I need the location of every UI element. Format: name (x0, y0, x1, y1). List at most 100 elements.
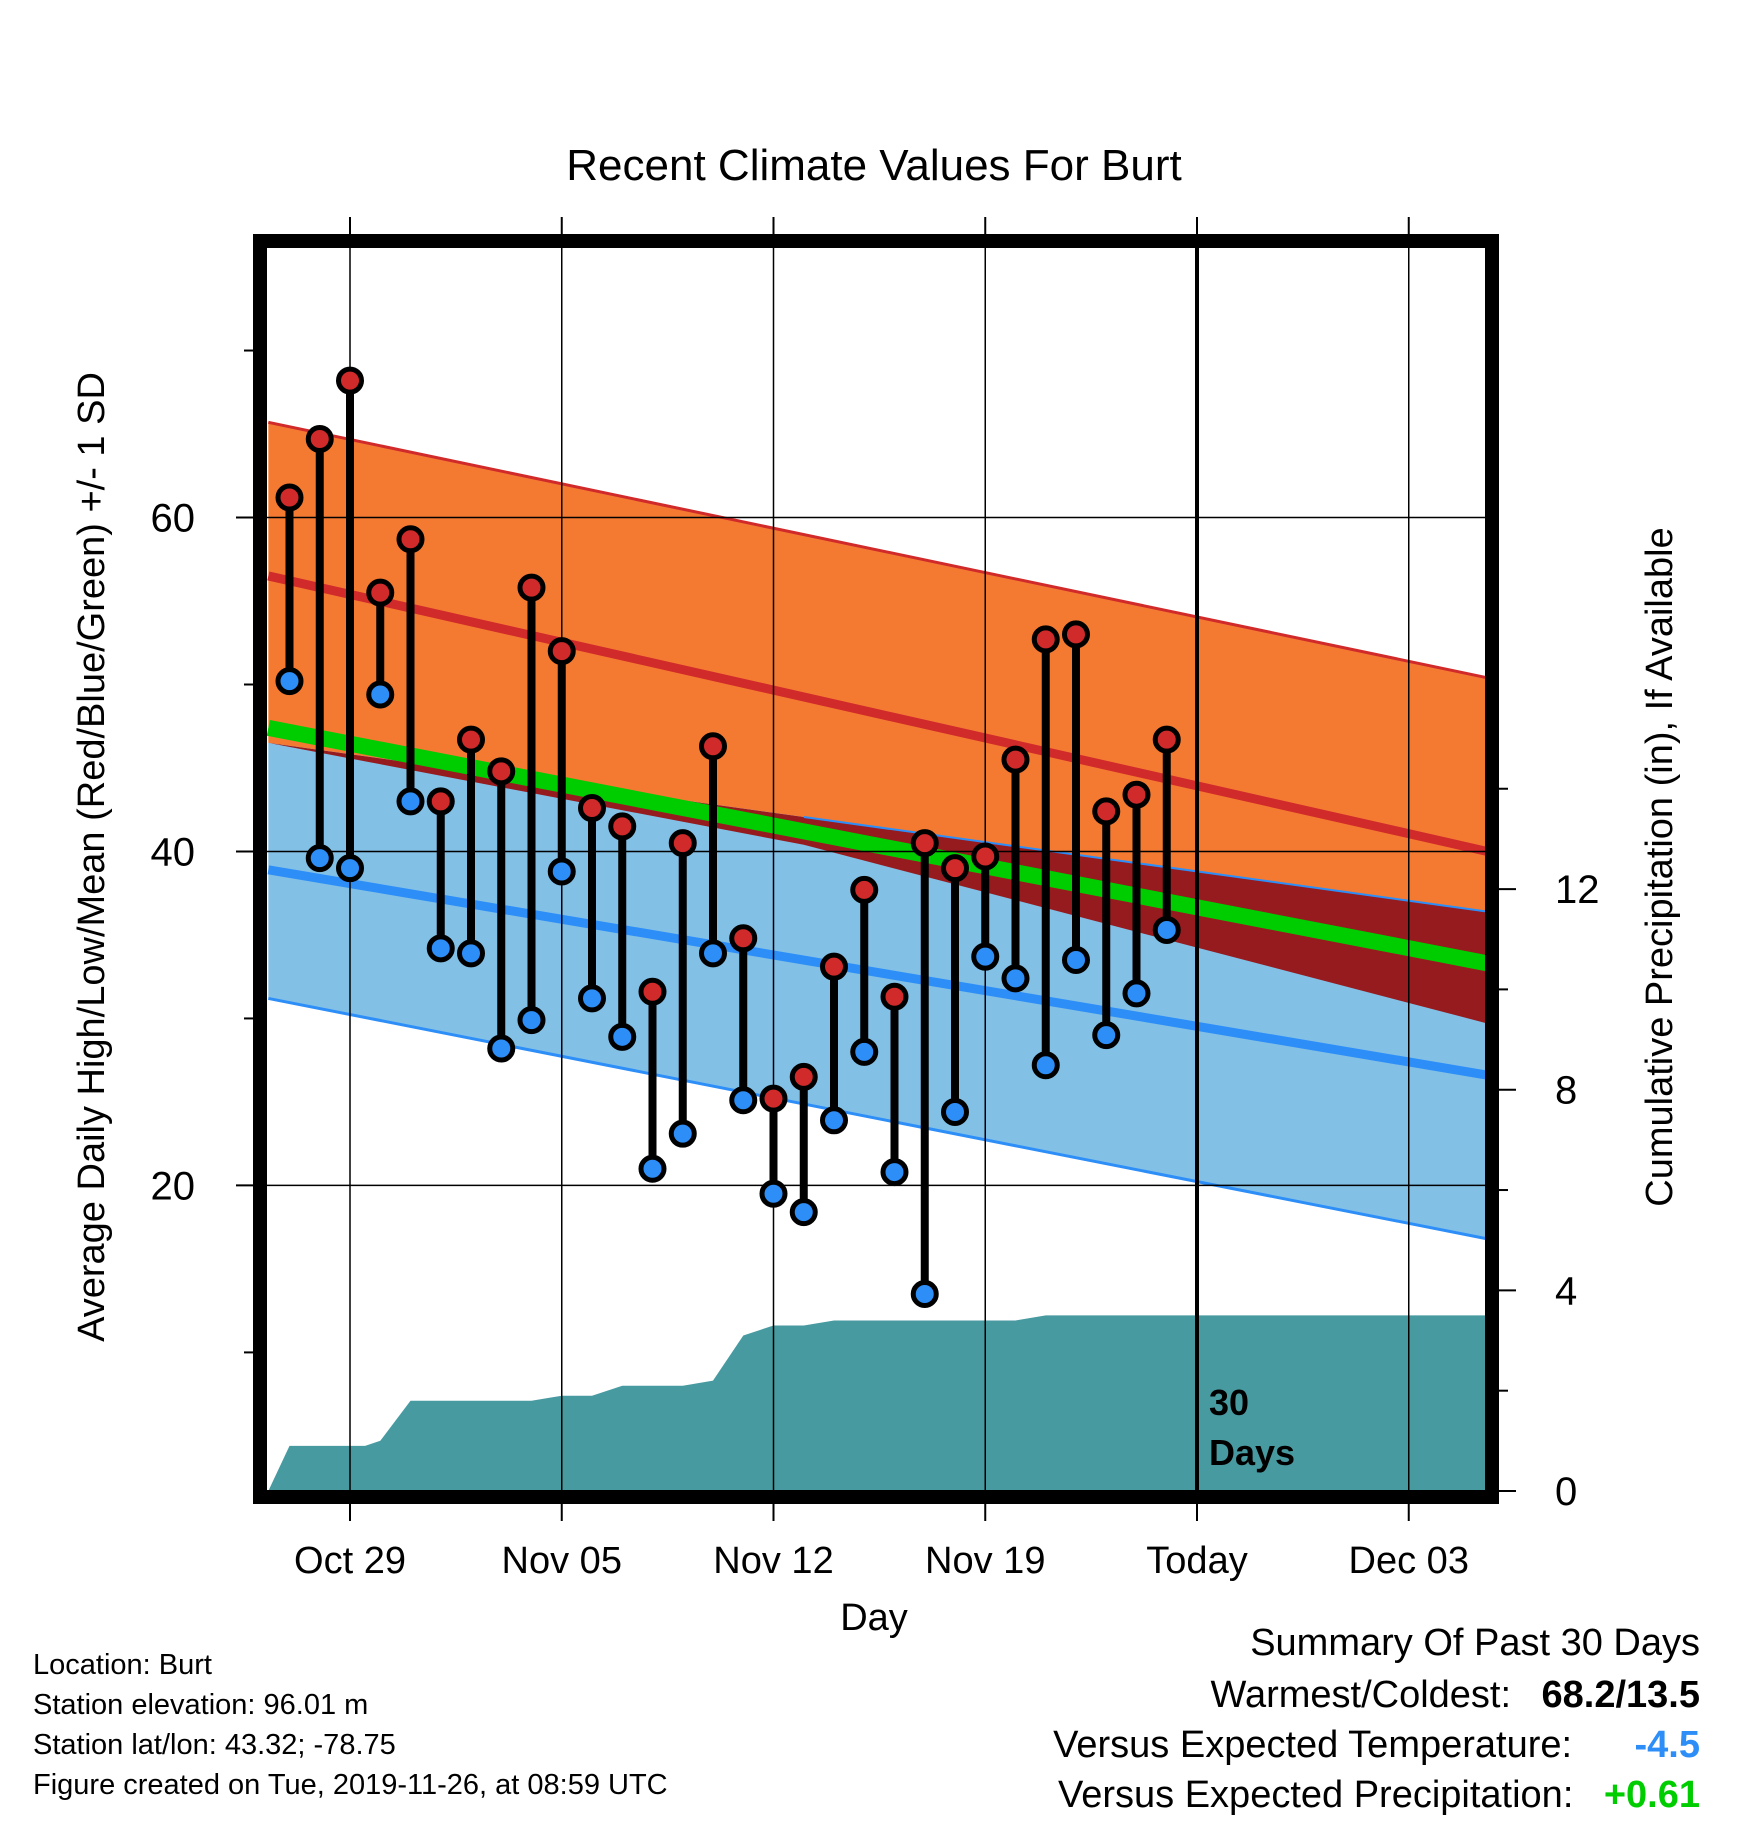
daily-range (426, 787, 455, 963)
daily-low-point (910, 1279, 939, 1308)
daily-high-point (487, 757, 516, 786)
daily-range (910, 829, 939, 1308)
daily-low-point (487, 1034, 516, 1063)
summary-precip-label: Versus Expected Precipitation: (1057, 1774, 1574, 1816)
daily-high-point (699, 732, 727, 761)
daily-low-point (1122, 979, 1151, 1008)
info-latlon: Station lat/lon: 43.32; -78.75 (33, 1729, 396, 1761)
high-sd-band (268, 422, 1488, 912)
y2-tick-label: 8 (1555, 1069, 1577, 1113)
daily-range (1092, 797, 1121, 1050)
daily-low-point (517, 1006, 546, 1035)
x-axis-label: Day (840, 1597, 908, 1639)
daily-high-point (910, 829, 939, 858)
daily-low-point (396, 787, 425, 816)
daily-range (880, 982, 909, 1187)
summary-temp-row: Versus Expected Temperature: -4.5 (1053, 1724, 1700, 1767)
daily-range (275, 483, 304, 696)
daily-low-point (699, 939, 727, 968)
daily-high-point (850, 875, 879, 904)
y2-tick-label: 12 (1555, 868, 1600, 912)
summary-warmest-label: Warmest/Coldest: (1210, 1674, 1512, 1716)
daily-high-point (971, 842, 1000, 871)
x-tick-label: Oct 29 (294, 1540, 406, 1582)
summary-precip-row: Versus Expected Precipitation: +0.61 (1058, 1774, 1700, 1817)
daily-low-point (275, 667, 304, 696)
daily-high-point (517, 573, 546, 602)
info-elevation: Station elevation: 96.01 m (33, 1689, 369, 1721)
daily-low-point (638, 1154, 667, 1183)
daily-range (638, 977, 667, 1183)
daily-range (547, 637, 576, 886)
daily-range (1062, 620, 1090, 975)
daily-high-point (668, 829, 697, 858)
summary-title: Summary Of Past 30 Days (1250, 1622, 1700, 1665)
daily-high-point (1152, 725, 1181, 754)
daily-high-point (336, 366, 364, 395)
daily-range (789, 1062, 818, 1227)
today-label: Days (1209, 1432, 1295, 1473)
chart-title: Recent Climate Values For Burt (566, 141, 1181, 190)
daily-range (668, 829, 697, 1148)
daily-low-point (426, 934, 455, 963)
daily-low-point (608, 1022, 637, 1051)
daily-low-point (941, 1097, 969, 1126)
info-created: Figure created on Tue, 2019-11-26, at 08… (33, 1769, 668, 1801)
high-plus-sd-line (268, 420, 1488, 680)
daily-high-point (729, 924, 758, 953)
daily-low-point (729, 1086, 758, 1115)
daily-range (487, 757, 516, 1063)
warm-anomaly-band (268, 742, 1488, 1024)
x-tick-label: Nov 12 (713, 1540, 833, 1582)
daily-range (1122, 780, 1151, 1008)
daily-high-point (1062, 620, 1090, 649)
daily-high-point (1092, 797, 1121, 826)
daily-range (305, 425, 334, 873)
daily-high-point (608, 812, 637, 841)
daily-low-point (547, 857, 576, 886)
daily-range (941, 854, 969, 1126)
daily-low-point (668, 1119, 697, 1148)
daily-high-point (457, 725, 485, 754)
daily-high-point (941, 854, 969, 883)
daily-high-point (820, 952, 848, 981)
plot-frame (253, 234, 1499, 1504)
daily-high-point (396, 525, 425, 554)
normal-high-line (267, 571, 1489, 856)
daily-high-point (547, 637, 576, 666)
summary-warmest-value: 68.2/13.5 (1541, 1674, 1700, 1716)
daily-high-point (366, 578, 395, 607)
daily-low-point (1152, 915, 1181, 944)
daily-range (850, 875, 879, 1066)
daily-low-point (578, 984, 606, 1013)
daily-high-point (275, 483, 304, 512)
daily-range (1001, 745, 1030, 993)
daily-range (820, 952, 848, 1135)
daily-range (699, 732, 727, 968)
daily-low-point (1092, 1021, 1121, 1050)
summary-temp-label: Versus Expected Temperature: (1053, 1724, 1573, 1766)
daily-high-point (880, 982, 909, 1011)
low-minus-sd-line (268, 996, 1488, 1241)
daily-range (729, 924, 758, 1115)
daily-high-point (1031, 625, 1060, 654)
y2-axis-label: Cumulative Precipitation (in), If Availa… (1639, 527, 1681, 1206)
daily-low-point (366, 680, 395, 709)
daily-range (336, 366, 364, 883)
y2-tick-label: 4 (1555, 1269, 1577, 1313)
x-tick-label: Nov 05 (502, 1540, 622, 1582)
daily-high-point (789, 1062, 818, 1091)
daily-high-point (305, 425, 334, 454)
daily-range (1152, 725, 1181, 944)
x-tick-label: Today (1146, 1540, 1247, 1582)
daily-high-point (759, 1084, 788, 1113)
daily-high-point (426, 787, 455, 816)
summary-precip-value: +0.61 (1603, 1774, 1700, 1816)
summary-temp-value: -4.5 (1634, 1724, 1700, 1766)
plot-area: 30 Days Oct 29 Nov 05 Nov 12 Nov 19 Today Dec 0… (151, 217, 1600, 1582)
daily-low-point (1001, 964, 1030, 993)
summary-warmest-row: Warmest/Coldest: 68.2/13.5 (1211, 1674, 1701, 1717)
daily-range (1031, 625, 1060, 1080)
daily-low-point (820, 1106, 848, 1135)
info-location: Location: Burt (33, 1649, 212, 1681)
